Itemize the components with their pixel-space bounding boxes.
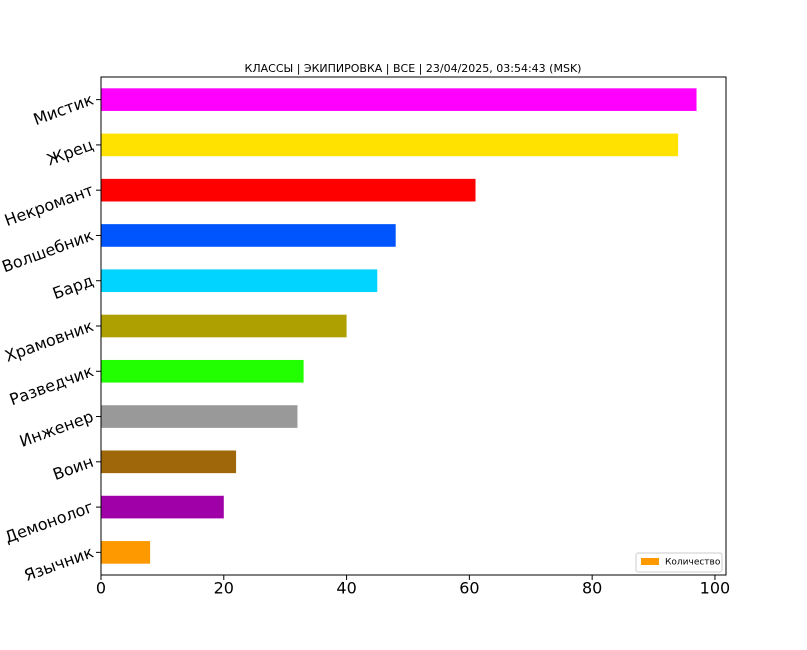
y-tick-label: Инженер	[17, 407, 96, 451]
x-tick-label: 100	[700, 579, 731, 598]
y-tick-label: Волшебник	[0, 225, 96, 276]
x-tick-label: 0	[96, 579, 106, 598]
x-tick-label: 20	[214, 579, 234, 598]
x-tick-label: 80	[582, 579, 602, 598]
bar	[101, 359, 304, 383]
chart-title: КЛАССЫ | ЭКИПИРОВКА | ВСЕ | 23/04/2025, …	[245, 62, 582, 75]
y-tick-label: Мистик	[31, 90, 96, 129]
y-tick-label: Демонолог	[2, 497, 96, 547]
legend-label: Количество	[665, 558, 721, 568]
bar	[101, 495, 224, 519]
bar	[101, 133, 679, 157]
bar	[101, 541, 151, 564]
y-tick-label: Храмовник	[2, 316, 96, 366]
legend-box	[635, 552, 723, 573]
bar	[101, 314, 347, 338]
bar	[101, 405, 298, 428]
bar	[101, 450, 237, 474]
x-tick-label: 60	[459, 579, 479, 598]
bar	[101, 269, 378, 293]
y-tick-label: Язычник	[22, 542, 97, 585]
bar	[101, 178, 476, 202]
y-tick-label: Жрец	[44, 135, 96, 169]
x-tick-label: 40	[336, 579, 356, 598]
bar	[101, 88, 697, 111]
y-tick-label: Воин	[50, 452, 96, 484]
y-tick-label: Разведчик	[7, 361, 96, 409]
legend-swatch	[641, 558, 659, 565]
y-tick-label: Некромант	[2, 180, 96, 230]
plot-frame	[100, 76, 727, 576]
bar	[101, 224, 396, 247]
y-tick-label: Бард	[50, 271, 96, 303]
